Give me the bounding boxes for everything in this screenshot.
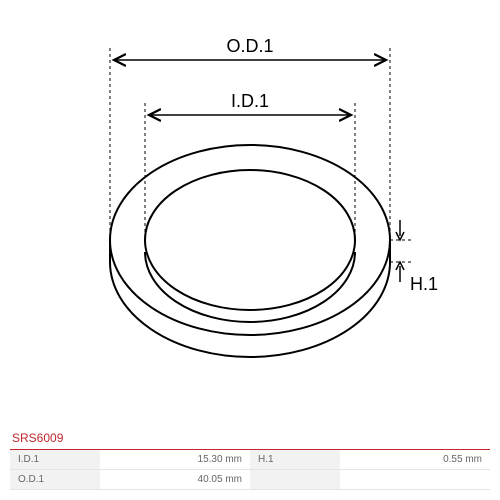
h-label: H.1: [410, 274, 438, 294]
spec-key-empty: [250, 470, 340, 490]
technical-diagram: O.D.1 I.D.1 H.1: [0, 0, 500, 420]
inner-ring-top: [145, 170, 355, 310]
spec-value: 0.55 mm: [340, 450, 490, 470]
ring-diagram-svg: O.D.1 I.D.1 H.1: [0, 0, 500, 420]
table-row: O.D.1 40.05 mm: [10, 470, 490, 490]
spec-key: O.D.1: [10, 470, 100, 490]
id-label: I.D.1: [231, 91, 269, 111]
spec-value-empty: [340, 470, 490, 490]
od-label: O.D.1: [226, 36, 273, 56]
spec-value: 15.30 mm: [100, 450, 250, 470]
outer-ring-top: [110, 145, 390, 335]
table-row: I.D.1 15.30 mm H.1 0.55 mm: [10, 450, 490, 470]
spec-key: I.D.1: [10, 450, 100, 470]
spec-section: SRS6009 I.D.1 15.30 mm H.1 0.55 mm O.D.1…: [10, 431, 490, 490]
part-number: SRS6009: [10, 431, 490, 445]
inner-ring-bottom: [145, 252, 355, 322]
spec-key: H.1: [250, 450, 340, 470]
spec-table: I.D.1 15.30 mm H.1 0.55 mm O.D.1 40.05 m…: [10, 450, 490, 490]
spec-value: 40.05 mm: [100, 470, 250, 490]
